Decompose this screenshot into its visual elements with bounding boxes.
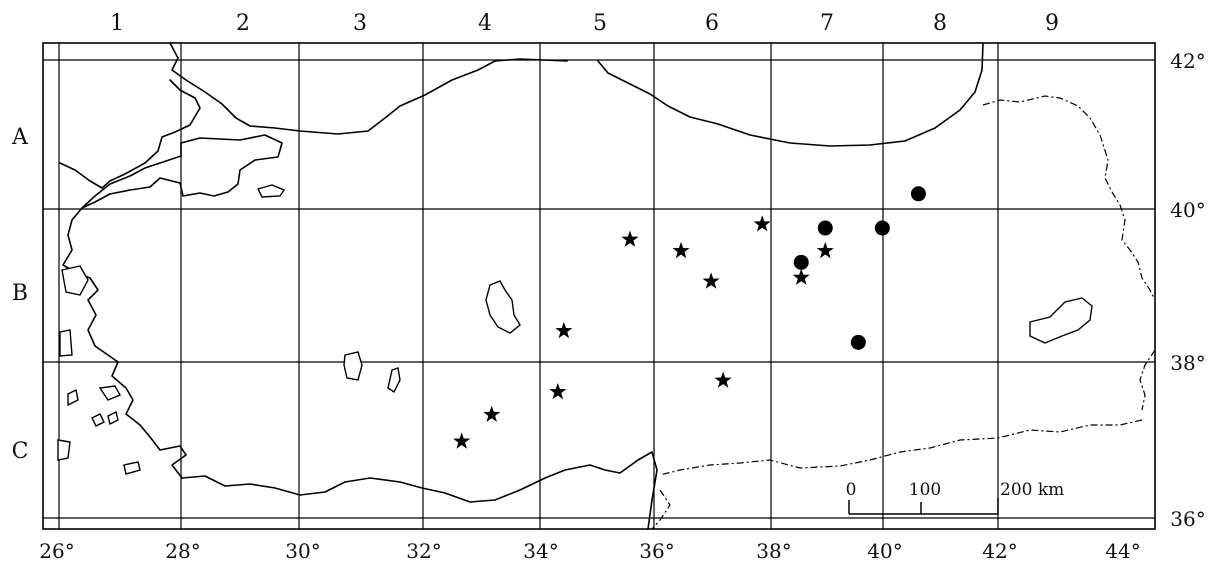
- latitude-label-36: 36°: [1170, 507, 1205, 531]
- scale-label-200-km: 200 km: [1000, 480, 1064, 500]
- longitude-label-38: 38°: [756, 539, 791, 563]
- column-label-6: 6: [705, 11, 719, 36]
- star-marker-6: [792, 268, 810, 285]
- star-marker-1: [621, 230, 639, 247]
- row-label-b: B: [12, 281, 28, 306]
- star-marker-7: [555, 321, 573, 339]
- map-frame: [42, 42, 1156, 530]
- column-label-7: 7: [820, 11, 834, 36]
- star-marker-10: [483, 405, 501, 422]
- longitude-label-32: 32°: [406, 539, 441, 563]
- dot-marker-1: [910, 186, 926, 202]
- row-labels: A B C: [11, 125, 29, 464]
- scale-label-0: 0: [846, 480, 857, 500]
- scale-bar: 0 100 200 km: [846, 480, 1064, 515]
- column-label-5: 5: [593, 11, 607, 36]
- longitude-label-40: 40°: [867, 539, 902, 563]
- star-marker-2: [672, 241, 690, 259]
- latitude-label-40: 40°: [1170, 198, 1205, 222]
- dot-marker-4: [793, 254, 809, 270]
- dot-marker-2: [817, 220, 833, 236]
- star-markers: [453, 215, 834, 449]
- row-label-a: A: [11, 125, 29, 150]
- longitude-label-42: 42°: [982, 539, 1017, 563]
- longitude-label-28: 28°: [165, 539, 200, 563]
- star-marker-9: [549, 382, 567, 400]
- eastern-border: [651, 95, 1156, 530]
- dot-marker-5: [850, 334, 866, 350]
- longitude-label-44: 44°: [1105, 539, 1140, 563]
- scale-label-100: 100: [909, 480, 941, 500]
- column-labels: 1 2 3 4 5 6 7 8 9: [110, 11, 1059, 36]
- longitude-label-34: 34°: [523, 539, 558, 563]
- latitude-label-38: 38°: [1170, 351, 1205, 375]
- dot-marker-3: [874, 220, 890, 236]
- latitude-labels: 42° 40° 38° 36°: [1170, 49, 1205, 531]
- column-label-4: 4: [478, 11, 492, 36]
- star-marker-11: [453, 432, 471, 449]
- star-marker-8: [714, 371, 732, 388]
- star-marker-3: [753, 215, 771, 232]
- row-label-c: C: [12, 439, 29, 464]
- star-marker-5: [816, 241, 834, 259]
- column-label-2: 2: [236, 11, 250, 36]
- column-label-9: 9: [1045, 11, 1059, 36]
- longitude-labels: 26° 28° 30° 32° 34° 36° 38° 40° 42° 44°: [39, 539, 1140, 563]
- column-label-3: 3: [353, 11, 367, 36]
- star-marker-4: [702, 272, 720, 289]
- column-label-1: 1: [110, 11, 124, 36]
- map-grid: [42, 42, 1156, 530]
- latitude-label-42: 42°: [1170, 49, 1205, 73]
- longitude-label-30: 30°: [285, 539, 320, 563]
- dot-markers: [793, 186, 926, 350]
- column-label-8: 8: [933, 11, 947, 36]
- coastline: [57, 42, 1093, 530]
- longitude-label-36: 36°: [639, 539, 674, 563]
- longitude-label-26: 26°: [39, 539, 74, 563]
